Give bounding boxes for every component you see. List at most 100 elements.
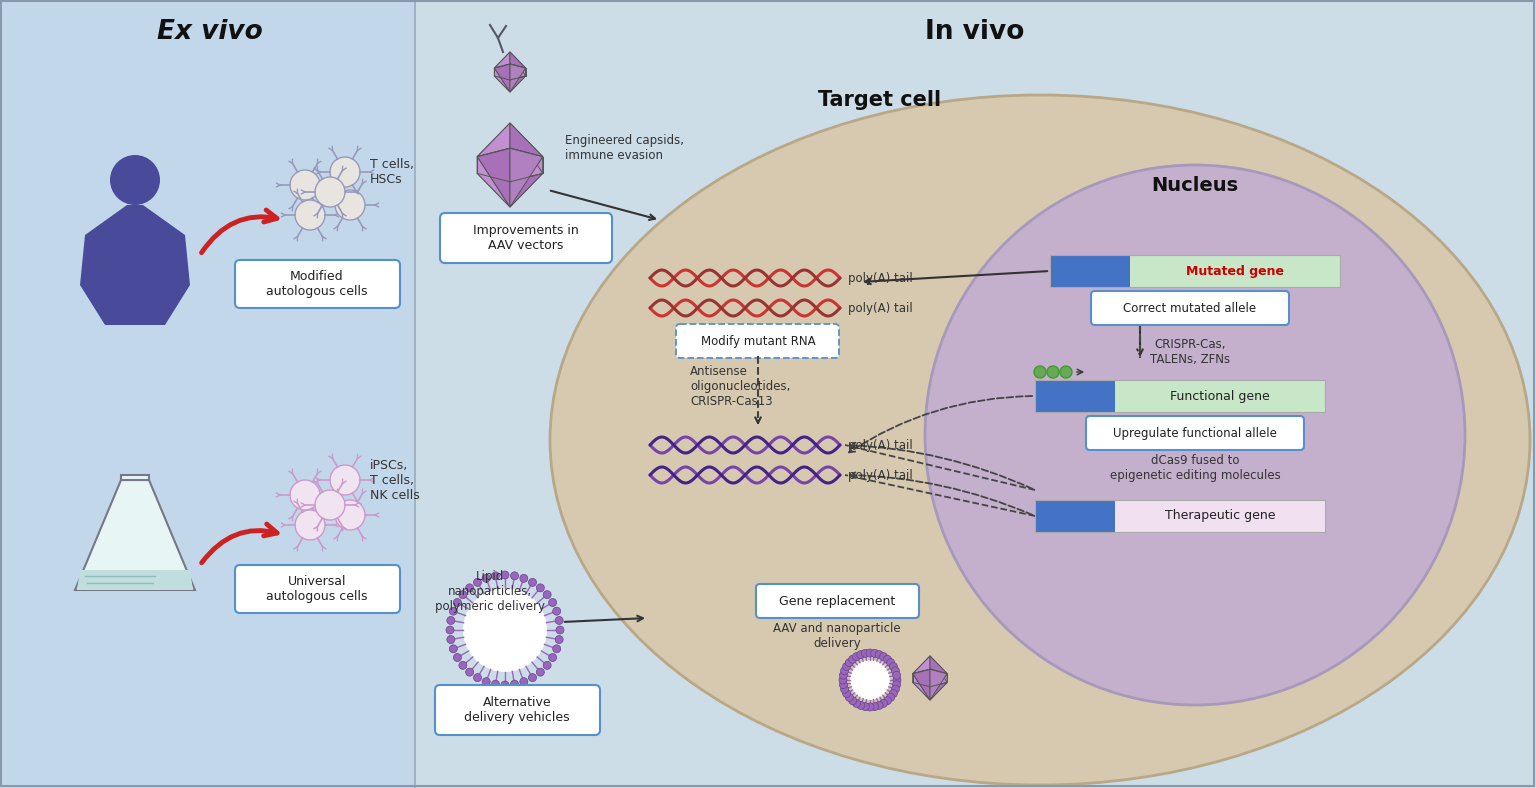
Text: Modify mutant RNA: Modify mutant RNA	[700, 334, 816, 348]
Polygon shape	[912, 656, 929, 687]
Circle shape	[857, 651, 865, 659]
Ellipse shape	[550, 95, 1530, 785]
Bar	[1115, 500, 1326, 532]
Bar	[415, 0, 1536, 788]
Circle shape	[849, 697, 857, 704]
Circle shape	[1048, 366, 1058, 378]
FancyArrowPatch shape	[201, 210, 276, 253]
Circle shape	[510, 572, 519, 580]
Circle shape	[330, 465, 359, 495]
Circle shape	[840, 686, 848, 693]
Circle shape	[1034, 366, 1046, 378]
FancyBboxPatch shape	[1086, 416, 1304, 450]
Circle shape	[843, 663, 851, 671]
Polygon shape	[912, 674, 929, 700]
Text: poly(A) tail: poly(A) tail	[848, 272, 912, 284]
Circle shape	[501, 681, 508, 689]
Polygon shape	[510, 157, 542, 207]
Circle shape	[295, 200, 326, 230]
FancyBboxPatch shape	[435, 685, 601, 735]
Polygon shape	[478, 148, 510, 207]
Circle shape	[554, 636, 564, 644]
Circle shape	[892, 676, 902, 684]
Polygon shape	[510, 64, 525, 92]
Circle shape	[453, 653, 461, 661]
Polygon shape	[510, 123, 542, 173]
Circle shape	[866, 703, 874, 711]
Polygon shape	[912, 656, 929, 674]
Polygon shape	[478, 157, 510, 207]
Text: CRISPR-Cas,
TALENs, ZFNs: CRISPR-Cas, TALENs, ZFNs	[1150, 338, 1230, 366]
Text: poly(A) tail: poly(A) tail	[848, 469, 912, 481]
Circle shape	[290, 170, 319, 200]
Circle shape	[548, 599, 556, 607]
Circle shape	[519, 678, 528, 686]
Circle shape	[482, 574, 490, 582]
Polygon shape	[929, 669, 948, 700]
Text: poly(A) tail: poly(A) tail	[848, 302, 912, 314]
Text: Lipid
nanoparticles,
polymeric delivery: Lipid nanoparticles, polymeric delivery	[435, 570, 545, 613]
Circle shape	[889, 663, 897, 671]
Circle shape	[889, 690, 897, 697]
Polygon shape	[495, 52, 510, 80]
Text: Nucleus: Nucleus	[1152, 176, 1238, 195]
Circle shape	[473, 674, 481, 682]
Text: Functional gene: Functional gene	[1170, 389, 1270, 403]
Circle shape	[482, 678, 490, 686]
Text: Modified
autologous cells: Modified autologous cells	[266, 270, 367, 298]
Circle shape	[892, 671, 900, 679]
Text: Ex vivo: Ex vivo	[157, 19, 263, 45]
Bar	[1115, 380, 1326, 412]
Polygon shape	[510, 148, 542, 207]
Circle shape	[315, 490, 346, 520]
FancyBboxPatch shape	[439, 213, 611, 263]
Bar	[0, 0, 415, 788]
Circle shape	[465, 584, 473, 592]
Circle shape	[554, 616, 564, 624]
FancyBboxPatch shape	[1091, 291, 1289, 325]
Circle shape	[473, 578, 481, 586]
Bar	[121, 475, 149, 480]
Polygon shape	[510, 123, 542, 182]
Circle shape	[459, 591, 467, 599]
Text: iPSCs,
T cells,
NK cells: iPSCs, T cells, NK cells	[370, 459, 419, 501]
Circle shape	[447, 636, 455, 644]
Text: Antisense
oligonucleotides,
CRISPR-Cas13: Antisense oligonucleotides, CRISPR-Cas13	[690, 365, 791, 408]
Text: Mutated gene: Mutated gene	[1186, 265, 1284, 277]
Polygon shape	[912, 682, 929, 700]
Circle shape	[492, 572, 499, 580]
Circle shape	[843, 690, 851, 697]
Circle shape	[556, 626, 564, 634]
Polygon shape	[478, 123, 510, 157]
Bar	[1051, 255, 1339, 287]
Bar	[1035, 500, 1326, 532]
FancyBboxPatch shape	[756, 584, 919, 618]
Circle shape	[840, 667, 848, 675]
Circle shape	[447, 616, 455, 624]
FancyBboxPatch shape	[235, 565, 399, 613]
Circle shape	[335, 190, 366, 220]
Polygon shape	[510, 76, 525, 92]
Polygon shape	[77, 570, 194, 590]
Circle shape	[1060, 366, 1072, 378]
Circle shape	[880, 700, 888, 708]
Polygon shape	[510, 52, 525, 76]
Polygon shape	[495, 76, 510, 92]
Polygon shape	[495, 52, 510, 76]
Circle shape	[883, 656, 891, 663]
Circle shape	[876, 701, 883, 709]
Circle shape	[852, 652, 860, 660]
Circle shape	[335, 500, 366, 530]
Polygon shape	[495, 68, 510, 92]
Bar	[1130, 255, 1339, 287]
Circle shape	[462, 588, 547, 672]
Circle shape	[290, 480, 319, 510]
Text: Engineered capsids,
immune evasion: Engineered capsids, immune evasion	[565, 134, 684, 162]
Circle shape	[459, 661, 467, 669]
Polygon shape	[495, 52, 510, 68]
Circle shape	[295, 510, 326, 540]
Circle shape	[845, 659, 854, 667]
Circle shape	[862, 649, 869, 657]
Ellipse shape	[925, 165, 1465, 705]
Circle shape	[544, 591, 551, 599]
